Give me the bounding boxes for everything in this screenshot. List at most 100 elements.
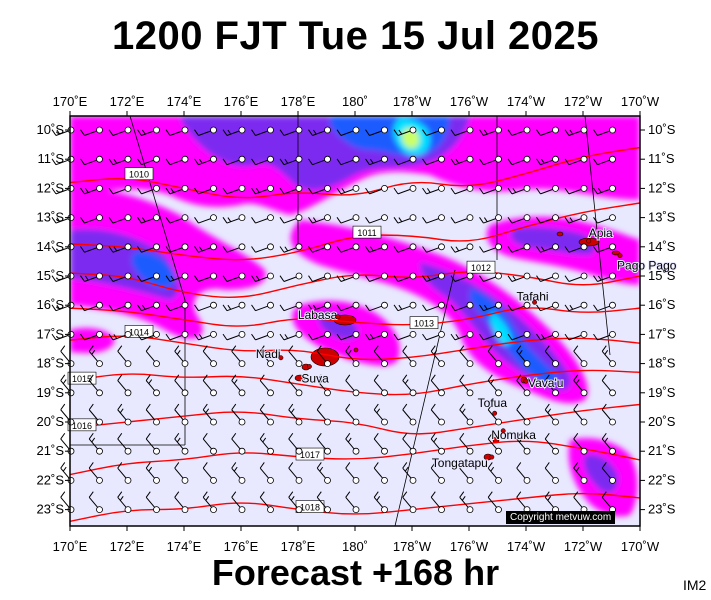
wind-barb [279, 155, 303, 166]
wind-barb [231, 374, 246, 397]
wind-barb [117, 462, 132, 484]
place-labels: Apia Pago Pago Tafahi Labasa Nadi Suva Vava'u T… [255, 225, 678, 471]
wind-barb [450, 243, 474, 253]
lon-label-top: 176˚E [224, 94, 259, 109]
wind-barb [108, 330, 132, 341]
wind-barb [393, 301, 417, 312]
wind-barb [536, 301, 559, 312]
wind-barb [365, 155, 388, 166]
place-marker [306, 364, 312, 369]
wind-barb [288, 432, 303, 455]
wind-barb [145, 374, 160, 397]
wind-barb [516, 432, 531, 455]
wind-barb [593, 330, 616, 341]
wind-barb [402, 403, 417, 426]
wind-barb [80, 184, 103, 195]
wind-barb [117, 432, 132, 455]
isobar-label: 1015 [67, 371, 97, 385]
wind-barb [137, 330, 160, 341]
wind-barb [222, 272, 246, 282]
lat-label-left: 21˚S [37, 443, 65, 458]
lat-label-left: 22˚S [37, 472, 65, 487]
wind-barb [222, 214, 246, 224]
wind-barb [194, 126, 217, 136]
wind-barb [117, 374, 132, 397]
lon-label-bottom: 172˚E [110, 539, 145, 554]
place-label: Tofua [478, 396, 508, 410]
wind-barb [422, 214, 445, 224]
wind-barb [288, 345, 303, 368]
wind-barb [222, 126, 246, 136]
place-marker [586, 238, 592, 244]
wind-barb [536, 214, 559, 224]
lon-label-bottom: 180˚ [342, 539, 368, 554]
lat-label-left: 16˚S [37, 297, 65, 312]
lat-label-left: 18˚S [37, 356, 65, 371]
wind-barb [279, 184, 303, 195]
wind-barb [279, 214, 303, 224]
lon-label-bottom: 178˚E [281, 539, 316, 554]
wind-barb [202, 374, 217, 397]
lon-label-bottom: 174˚E [167, 539, 202, 554]
wind-barb [316, 462, 331, 484]
wind-barb [117, 403, 132, 426]
place-label: Nomuka [491, 428, 536, 442]
wind-barb [450, 214, 474, 224]
wind-barb [450, 155, 474, 166]
lat-label-left: 19˚S [37, 385, 65, 400]
lat-label-right: 12˚S [648, 180, 676, 195]
place-marker [617, 253, 623, 259]
wind-barb [373, 403, 388, 426]
lat-label-right: 10˚S [648, 122, 676, 137]
wind-barb [507, 330, 531, 341]
lat-label-right: 14˚S [648, 239, 676, 254]
wind-barb [422, 301, 445, 312]
map-title: 1200 FJT Tue 15 Jul 2025 [111, 14, 600, 58]
wind-barb [459, 403, 474, 426]
wind-barb [117, 345, 132, 368]
isobar-label: 1010 [124, 167, 154, 181]
wind-barb [365, 126, 388, 136]
wind-barb [251, 214, 274, 224]
wind-barb [165, 126, 189, 136]
isobar-value: 1012 [471, 263, 491, 273]
wind-barb [593, 126, 616, 136]
wind-barb [145, 403, 160, 426]
wind-barb [564, 184, 588, 195]
wind-barb [80, 272, 103, 282]
lat-label-right: 20˚S [648, 414, 676, 429]
lat-label-left: 11˚S [38, 151, 65, 166]
wind-barb [316, 491, 331, 514]
wind-barb [202, 432, 217, 455]
wind-barb [450, 301, 474, 312]
rain-band-central-heavy [470, 288, 558, 384]
wind-barb [393, 272, 417, 282]
wind-barb [165, 272, 189, 282]
wind-barb [573, 345, 588, 368]
wind-barb [316, 403, 331, 426]
isobar [70, 146, 640, 199]
lon-label-top: 172˚E [110, 94, 145, 109]
wind-barb [279, 272, 303, 282]
wind-barb [194, 184, 217, 195]
wind-barb [259, 491, 274, 514]
boundary-line [394, 269, 456, 527]
wind-barb [507, 155, 531, 166]
wind-barb [593, 272, 616, 282]
lon-label-top: 176˚W [450, 94, 489, 109]
isobar-value: 1013 [414, 319, 434, 329]
rain-band-north-peak [401, 128, 420, 149]
wind-barb [516, 345, 531, 368]
lat-label-left: 13˚S [37, 210, 65, 225]
place-marker [500, 428, 506, 434]
wind-barb [345, 462, 360, 484]
wind-barb [194, 243, 217, 253]
wind-barb [279, 126, 303, 136]
wind-barb [365, 214, 388, 224]
isobar-label: 1013 [409, 316, 439, 329]
island [353, 347, 359, 353]
wind-barb [593, 301, 616, 312]
wind-barb [373, 462, 388, 484]
wind-barb [308, 155, 331, 166]
wind-barb [487, 432, 502, 455]
